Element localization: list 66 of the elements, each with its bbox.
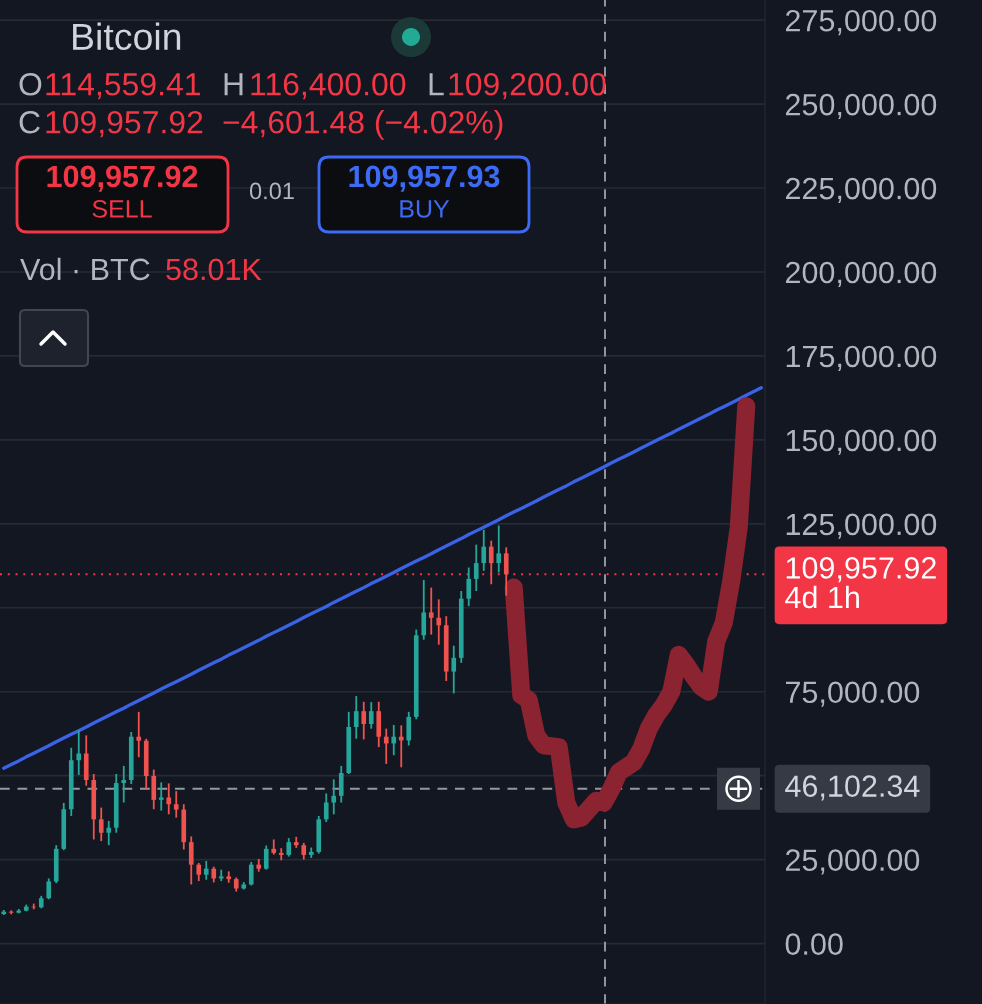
candlestick <box>173 790 179 819</box>
candlestick <box>481 528 487 572</box>
candlestick <box>503 546 509 597</box>
candlestick <box>121 765 127 804</box>
candlestick <box>331 778 337 816</box>
candlestick <box>76 729 82 776</box>
candlestick <box>278 847 284 862</box>
candlestick <box>436 598 442 646</box>
candlestick <box>263 844 269 871</box>
annotation: BUY <box>400 200 450 218</box>
chart-title: Bitcoin <box>73 22 181 51</box>
annotation: L <box>429 73 444 96</box>
candlestick <box>406 710 412 747</box>
candlestick <box>488 539 494 586</box>
ref-line-label: 46,102.34 <box>785 775 920 801</box>
annotation: 116,400.00 <box>251 72 406 100</box>
annotation: 58.01K <box>166 258 262 281</box>
line-series <box>2 386 763 770</box>
annotation: SELL <box>92 200 152 218</box>
annotation: 109,200.00 <box>449 72 606 100</box>
y-tick-label: 200,000.00 <box>785 261 937 287</box>
candlestick <box>391 724 397 757</box>
y-tick-label: 0.00 <box>785 933 843 955</box>
annotation: 109,957.93 <box>349 165 500 192</box>
candlestick <box>203 860 209 881</box>
annotation: 109,957.92 <box>47 165 198 192</box>
candlestick <box>353 695 359 740</box>
y-tick-label: 125,000.00 <box>786 513 937 539</box>
candlestick <box>466 566 472 607</box>
annotation: 114,559.41 <box>46 72 200 100</box>
candlestick <box>338 765 344 804</box>
candlestick <box>106 820 112 847</box>
y-tick-label: 150,000.00 <box>786 429 937 455</box>
annotation: C <box>19 110 40 134</box>
candlestick <box>428 586 434 636</box>
candlestick <box>188 835 194 886</box>
candlestick <box>158 781 164 812</box>
y-tick-label: 175,000.00 <box>786 345 937 371</box>
candlestick <box>323 792 329 823</box>
y-tick-label: 75,000.00 <box>786 681 920 707</box>
annotation: Vol · BTC <box>20 257 150 281</box>
candlestick <box>496 524 502 574</box>
candlestick <box>98 806 104 843</box>
candlestick <box>473 543 479 592</box>
y-tick-label: 250,000.00 <box>785 93 937 120</box>
candlestick <box>421 578 427 641</box>
annotation: 0.01 <box>249 182 294 200</box>
annotation: 109,957.92 <box>46 110 203 138</box>
y-tick-label: 25,000.00 <box>785 849 920 875</box>
candlestick <box>136 710 142 759</box>
annotation: H <box>224 73 243 96</box>
ref-line-label: 109,957.92 4d 1h <box>785 557 936 609</box>
candlestick <box>248 861 254 887</box>
candlestick <box>196 862 202 883</box>
candlestick <box>361 700 367 741</box>
candlestick <box>368 701 374 730</box>
annotation: −4,601.48 (−4.02%) <box>223 110 503 140</box>
candlestick <box>383 727 389 765</box>
candlestick <box>151 768 157 811</box>
candlestick <box>286 837 292 858</box>
y-tick-label: 225,000.00 <box>785 177 937 204</box>
candlestick <box>451 644 457 695</box>
candlestick <box>46 877 52 901</box>
annotation: O <box>19 72 42 96</box>
y-tick-label: 275,000.00 <box>785 9 937 36</box>
candlestick <box>166 782 172 816</box>
